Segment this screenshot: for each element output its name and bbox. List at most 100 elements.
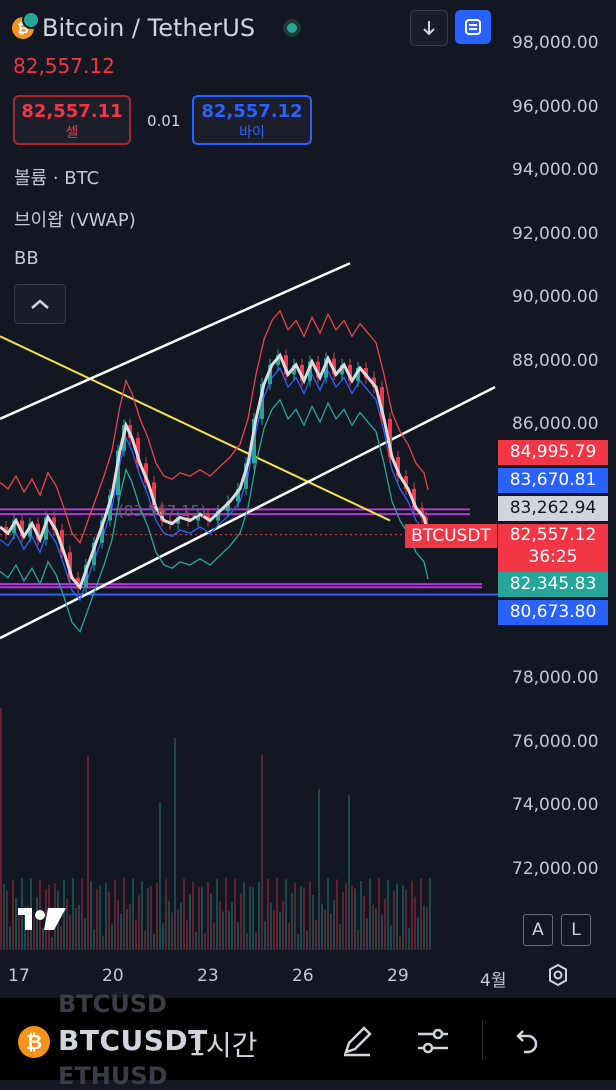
- volume-bar: [369, 878, 371, 950]
- volume-bar: [363, 895, 365, 950]
- candle: [20, 520, 24, 537]
- volume-bar: [282, 900, 284, 950]
- volume-bar: [171, 912, 173, 950]
- collapse-indicators-button[interactable]: [14, 284, 66, 324]
- bb-basis-line: [0, 352, 430, 591]
- volume-bar: [270, 902, 272, 950]
- undo-icon: [516, 1030, 538, 1054]
- volume-bar: [9, 926, 11, 950]
- volume-bar: [348, 795, 350, 950]
- volume-bar: [72, 878, 74, 950]
- toolbar-divider: [482, 1020, 483, 1060]
- buy-price: 82,557.12: [201, 101, 303, 122]
- volume-bar: [33, 917, 35, 950]
- lower-channel-line: [0, 385, 496, 640]
- auto-scale-button[interactable]: A: [523, 914, 553, 946]
- indicator-volume[interactable]: 볼륨 · BTC: [14, 168, 100, 189]
- yellow-trend-line: [0, 335, 391, 522]
- settings-button[interactable]: [546, 963, 570, 991]
- candle: [52, 517, 56, 531]
- price-tick-label: 90,000.00: [512, 287, 599, 308]
- indicators-settings-button[interactable]: [416, 1024, 450, 1062]
- log-scale-button[interactable]: L: [561, 914, 591, 946]
- candle: [206, 514, 210, 521]
- candle: [160, 507, 164, 521]
- volume-bar: [126, 909, 128, 950]
- volume-bar: [309, 881, 311, 950]
- indicator-bb[interactable]: BB: [14, 248, 39, 269]
- volume-bar: [96, 888, 98, 950]
- undo-button[interactable]: [510, 1026, 540, 1060]
- price-tag-value: 83,262.94: [509, 498, 597, 518]
- volume-bar: [186, 920, 188, 950]
- price-tick-label: 92,000.00: [512, 223, 599, 244]
- interval-selector[interactable]: 1시간: [188, 1029, 258, 1062]
- indicator-vwap[interactable]: 브이왑 (VWAP): [14, 210, 136, 231]
- candle: [152, 482, 156, 508]
- volume-bar: [423, 905, 425, 950]
- volume-bar: [225, 878, 227, 950]
- candle: [252, 418, 256, 464]
- volume-bar: [66, 898, 68, 950]
- volume-bar: [384, 898, 386, 950]
- volume-bar: [285, 879, 287, 950]
- candle: [356, 368, 360, 381]
- candle: [396, 457, 400, 477]
- volume-bar: [144, 930, 146, 950]
- volume-bar: [90, 880, 92, 950]
- volume-bar: [330, 913, 332, 950]
- volume-bar: [360, 881, 362, 950]
- volume-bar: [63, 879, 65, 950]
- volume-bar: [420, 878, 422, 950]
- price-tick-label: 86,000.00: [512, 414, 599, 435]
- symbol-title-row[interactable]: ₿ Bitcoin / TetherUS: [12, 11, 302, 42]
- symbol-title[interactable]: Bitcoin / TetherUS: [42, 14, 256, 42]
- time-tick-label: 20: [102, 966, 124, 986]
- volume-bar: [201, 886, 203, 950]
- volume-bar: [78, 904, 80, 950]
- volume-bar: [393, 891, 395, 950]
- volume-bar: [12, 880, 14, 950]
- bottom-toolbar: [0, 998, 616, 1080]
- volume-bar: [333, 899, 335, 950]
- volume-bar: [99, 885, 101, 950]
- volume-bar: [3, 884, 5, 950]
- buy-button[interactable]: 82,557.12 바이: [192, 95, 312, 145]
- volume-bar: [267, 878, 269, 950]
- time-tick-label: 23: [197, 966, 219, 986]
- volume-bar: [276, 878, 278, 950]
- candle: [364, 368, 368, 378]
- price-tag: 83,262.94: [498, 496, 608, 521]
- symbol-selector[interactable]: BTCUSDT: [58, 1024, 208, 1057]
- candle: [92, 542, 96, 566]
- fullscreen-button[interactable]: [455, 10, 491, 44]
- volume-bar: [336, 879, 338, 950]
- price-tick-label: 72,000.00: [512, 859, 599, 879]
- volume-bar: [93, 929, 95, 950]
- volume-bar: [180, 902, 182, 950]
- price-chart[interactable]: (83,567.15): [0, 0, 616, 1000]
- volume-bar: [279, 912, 281, 950]
- sell-button[interactable]: 82,557.11 셀: [13, 95, 131, 145]
- candle: [76, 577, 80, 588]
- volume-bar: [42, 927, 44, 950]
- candle: [404, 476, 408, 489]
- candle: [226, 501, 230, 512]
- bitcoin-icon: ₿: [18, 1026, 50, 1058]
- candle: [284, 355, 288, 375]
- volume-bar: [321, 903, 323, 950]
- candle: [332, 358, 336, 375]
- time-tick-label: 26: [292, 966, 314, 986]
- volume-bar: [60, 925, 62, 950]
- volume-bar: [396, 883, 398, 950]
- drawing-tools-button[interactable]: [340, 1024, 374, 1062]
- volume-bar: [240, 893, 242, 950]
- scroll-to-latest-button[interactable]: [410, 10, 448, 46]
- volume-bar: [69, 914, 71, 950]
- volume-bar: [300, 886, 302, 950]
- volume-bar: [372, 904, 374, 950]
- faded-price-label: (83,567.15): [118, 502, 206, 520]
- volume-bar: [168, 900, 170, 950]
- volume-bar: [120, 913, 122, 950]
- candle: [216, 511, 220, 521]
